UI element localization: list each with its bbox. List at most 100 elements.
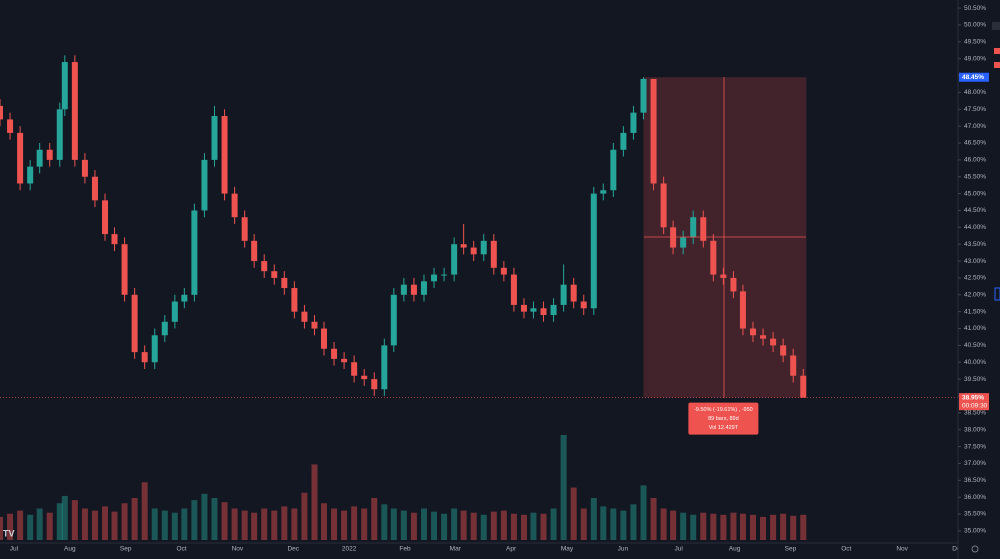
volume-bar <box>690 514 697 540</box>
candle-body <box>320 328 327 349</box>
volume-bar <box>381 504 388 540</box>
candle-body <box>530 308 537 312</box>
x-tick-label: Apr <box>506 546 517 553</box>
toolbar-button[interactable] <box>994 62 1000 68</box>
volume-bar <box>111 511 118 540</box>
candle-body <box>102 200 109 235</box>
volume-bar <box>281 506 288 540</box>
y-tick-label: 46.50% <box>964 140 986 147</box>
y-tick-label: 49.50% <box>964 39 986 46</box>
volume-bar <box>400 510 407 540</box>
volume-bar <box>261 508 268 540</box>
candle-body <box>800 375 807 398</box>
candle-body <box>71 62 78 160</box>
candle-body <box>121 244 128 295</box>
y-tick-label: 38.00% <box>964 426 986 433</box>
volume-bar <box>46 512 53 540</box>
volume-bar <box>749 514 756 540</box>
volume-bar <box>61 495 68 540</box>
candle-body <box>7 119 14 133</box>
volume-bar <box>790 515 797 540</box>
toolbar-button[interactable] <box>994 48 1000 54</box>
y-tick-label: 35.50% <box>964 511 986 518</box>
candle-body <box>580 301 587 309</box>
toolbar-button[interactable] <box>994 287 1000 301</box>
volume-bar <box>770 514 777 540</box>
candle-body <box>17 132 24 184</box>
volume-bar <box>600 506 607 540</box>
candle-body <box>390 294 397 346</box>
volume-bar <box>251 512 258 540</box>
volume-bar <box>271 510 278 540</box>
volume-bar <box>211 498 218 540</box>
candle-body <box>700 217 707 241</box>
tooltip-line: Vol 12.429T <box>709 425 739 431</box>
volume-bar <box>390 508 397 540</box>
settings-button[interactable] <box>971 545 979 553</box>
plot-area: Jul Aug Sep Oct Nov Dec 2022 Feb Mar Apr May Jun Jul… <box>0 55 965 553</box>
candle-body <box>171 301 178 322</box>
candle-body <box>201 159 208 211</box>
candle-body <box>451 244 458 275</box>
volume-bar <box>530 512 537 540</box>
volume-bar <box>700 512 707 540</box>
x-tick-label: Nov <box>232 546 244 553</box>
volume-bar <box>510 513 517 540</box>
volume-bar <box>739 513 746 540</box>
candle-body <box>261 261 268 272</box>
candle-body <box>281 277 288 289</box>
y-tick-label: 43.00% <box>964 258 986 265</box>
x-tick-label: Jul <box>10 546 19 553</box>
y-tick-label: 35.00% <box>964 528 986 535</box>
candle-body <box>251 240 258 262</box>
x-tick-label: May <box>561 546 574 553</box>
volume-bar <box>680 512 687 540</box>
volume-bar <box>56 503 63 540</box>
candle-body <box>570 284 577 302</box>
measure-tooltip: -9.50% (-19.61%) , -950 89 bars, 89d Vol 1… <box>688 402 759 435</box>
candle-body <box>191 210 198 295</box>
volume-bar <box>361 508 368 540</box>
candle-body <box>640 78 647 113</box>
x-tick-label: 2022 <box>342 546 357 553</box>
logo: TV <box>3 528 15 538</box>
volume-bar <box>431 511 438 540</box>
candle-body <box>91 176 98 201</box>
y-tick-label: 36.00% <box>964 494 986 501</box>
candle-body <box>181 294 188 302</box>
y-tick-label: 45.00% <box>964 190 986 197</box>
volume-bar <box>760 516 767 540</box>
y-tick-label: 40.00% <box>964 359 986 366</box>
candle-body <box>420 281 427 295</box>
volume-bar <box>102 506 109 540</box>
y-tick-label: 50.00% <box>964 22 986 29</box>
candle-body <box>760 335 767 339</box>
candle-body <box>550 304 557 316</box>
candle-body <box>56 109 63 160</box>
toolbar-button[interactable] <box>992 22 1000 30</box>
y-tick-label: 48.00% <box>964 89 986 96</box>
candle-body <box>61 62 68 110</box>
volume-bar <box>371 498 378 540</box>
volume-bar <box>580 508 587 540</box>
volume-bar <box>640 485 647 540</box>
x-tick-label: Oct <box>841 546 851 553</box>
volume-bar <box>151 508 158 540</box>
volume-bar <box>331 508 338 540</box>
candle-body <box>690 217 697 238</box>
candle-body <box>620 132 627 150</box>
y-tick-label: 41.50% <box>964 308 986 315</box>
candle-body <box>660 183 667 228</box>
volume-bar <box>171 512 178 540</box>
candle-body <box>400 284 407 295</box>
volume-bar <box>131 498 138 540</box>
volume-bar <box>241 510 248 540</box>
volume-bar <box>780 513 787 540</box>
y-tick-label: 47.50% <box>964 106 986 113</box>
volume-bar <box>320 503 327 540</box>
volume-bar <box>610 508 617 540</box>
candle-body <box>590 193 597 309</box>
x-tick-label: Sep <box>785 546 797 553</box>
